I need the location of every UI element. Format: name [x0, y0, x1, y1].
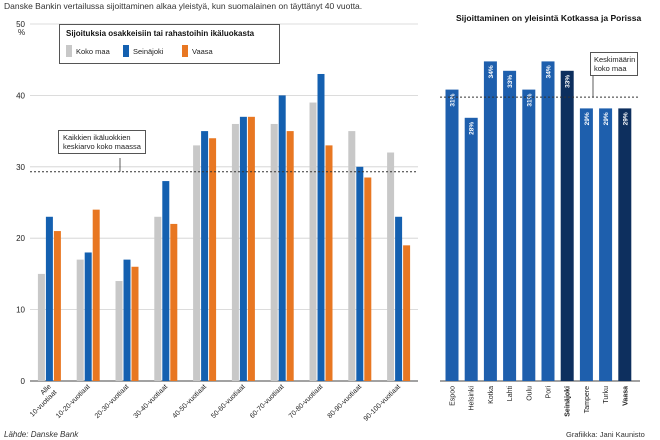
bar: [270, 123, 278, 382]
city-bar: [464, 117, 478, 382]
legend-label: Seinäjoki: [133, 46, 164, 56]
bar: [309, 102, 317, 381]
bar: [92, 209, 100, 381]
y-tick-label: 10: [16, 306, 25, 315]
y-tick-label: 0: [21, 377, 26, 386]
legend-swatch: [123, 45, 129, 57]
city-label: Vaasa: [622, 386, 629, 406]
bar: [162, 181, 170, 381]
right-reference-note-line1: Keskimäärin: [594, 55, 636, 64]
bar: [123, 259, 131, 381]
legend-item-koko-maa: Koko maa: [66, 44, 110, 58]
city-bar-value: 28%: [469, 122, 476, 135]
x-tick-label: 20-30-vuotiaat: [94, 383, 131, 420]
city-bar-value: 33%: [565, 75, 572, 88]
y-tick-label: 20: [16, 234, 25, 243]
bar: [201, 131, 209, 381]
city-bar: [618, 108, 632, 382]
city-label: Oulu: [526, 386, 533, 401]
bar: [395, 216, 403, 381]
city-bar-value: 33%: [507, 75, 514, 88]
bar: [247, 116, 255, 381]
city-label: Pori: [546, 386, 553, 399]
city-bar-value: 31%: [526, 93, 533, 106]
city-bar-value: 34%: [546, 65, 553, 78]
city-bar: [560, 70, 574, 382]
city-bar: [445, 89, 459, 381]
legend-item-seinajoki: Seinäjoki: [123, 44, 163, 58]
city-label: Seinäjoki: [565, 386, 572, 417]
bar: [364, 177, 372, 381]
bar: [45, 216, 53, 381]
bar: [286, 131, 294, 381]
bar: [317, 73, 325, 381]
bar: [115, 281, 123, 381]
legend-item-vaasa: Vaasa: [182, 44, 213, 58]
source-text: Lähde: Danske Bank: [4, 430, 79, 439]
city-bar-value: 29%: [584, 112, 591, 125]
city-label: Espoo: [450, 386, 457, 406]
city-bar-value: 29%: [622, 112, 629, 125]
bar: [231, 123, 239, 382]
legend-label: Vaasa: [192, 46, 213, 56]
bar: [76, 259, 84, 381]
bar: [193, 145, 201, 381]
bar: [387, 152, 395, 381]
legend-swatch: [182, 45, 188, 57]
y-tick-label: 40: [16, 91, 25, 100]
legend-title: Sijoituksia osakkeisiin tai rahastoihin …: [66, 29, 255, 38]
city-label: Tampere: [584, 386, 591, 413]
y-axis-label: %: [18, 28, 25, 37]
city-bar: [579, 108, 593, 382]
x-tick-label: 90-100-vuotiaat: [363, 383, 402, 422]
right-chart-title: Sijoittaminen on yleisintä Kotkassa ja P…: [456, 13, 642, 23]
bar: [53, 231, 61, 381]
y-tick-label: 50: [16, 20, 25, 29]
credit-text: Grafiikka: Jani Kaunisto: [566, 430, 645, 439]
left-reference-note-line1: Kaikkien ikäluokkien: [63, 133, 131, 142]
city-bar: [503, 70, 517, 382]
city-label: Turku: [603, 386, 610, 404]
x-tick-label: 60-70-vuotiaat: [249, 383, 286, 420]
city-bar-value: 31%: [450, 93, 457, 106]
bar: [84, 252, 92, 381]
bar: [170, 223, 178, 381]
city-label: Lahti: [507, 386, 514, 402]
legend-label: Koko maa: [76, 46, 110, 56]
city-bar: [541, 61, 555, 382]
city-label: Kotka: [488, 386, 495, 404]
bar: [239, 116, 247, 381]
city-bar: [483, 61, 497, 382]
bar: [278, 95, 286, 382]
right-reference-note-line2: koko maa: [594, 64, 627, 73]
bar: [131, 266, 139, 381]
bar: [37, 273, 45, 381]
bar: [356, 166, 364, 381]
x-tick-label: 80-90-vuotiaat: [327, 383, 364, 420]
city-bar: [522, 89, 536, 381]
y-tick-label: 30: [16, 163, 25, 172]
bar: [403, 245, 411, 381]
bar: [348, 131, 356, 381]
city-bar-value: 34%: [488, 65, 495, 78]
intro-text: Danske Bankin vertailussa sijoittaminen …: [4, 1, 363, 11]
bar: [325, 145, 333, 381]
bar: [209, 138, 217, 381]
city-bar: [599, 108, 613, 382]
city-label: Helsinki: [469, 386, 476, 411]
x-tick-label: 10-20-vuotiaat: [55, 383, 92, 420]
x-tick-label: 70-80-vuotiaat: [288, 383, 325, 420]
x-tick-label: 50-60-vuotiaat: [210, 383, 247, 420]
x-tick-label: Alle10-vuotiaat: [23, 383, 58, 418]
left-reference-note-line2: keskiarvo koko maassa: [63, 142, 141, 151]
city-bar-value: 29%: [603, 112, 610, 125]
right-reference-note: Keskimäärin koko maa: [590, 52, 638, 76]
legend-swatch: [66, 45, 72, 57]
x-tick-label: 30-40-vuotiaat: [133, 383, 170, 420]
left-reference-note: Kaikkien ikäluokkien keskiarvo koko maas…: [58, 130, 146, 154]
bar: [154, 216, 162, 381]
legend: Sijoituksia osakkeisiin tai rahastoihin …: [59, 24, 280, 64]
x-tick-label: 40-50-vuotiaat: [171, 383, 208, 420]
